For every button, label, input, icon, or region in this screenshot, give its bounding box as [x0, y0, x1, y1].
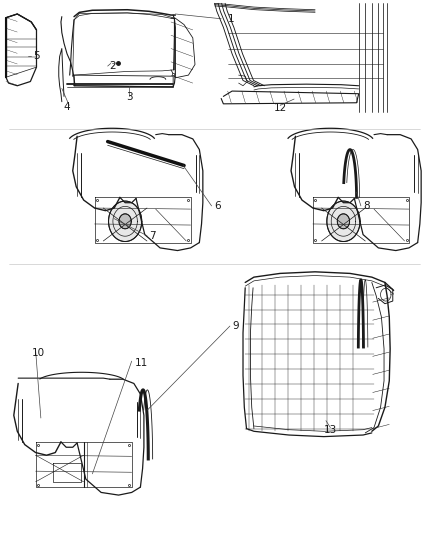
Text: 12: 12 — [273, 103, 287, 113]
Text: 3: 3 — [126, 92, 133, 102]
Text: 13: 13 — [324, 425, 337, 435]
Polygon shape — [119, 214, 131, 229]
Text: 6: 6 — [214, 201, 220, 211]
Polygon shape — [327, 201, 360, 241]
Text: 11: 11 — [135, 358, 148, 368]
Text: 10: 10 — [32, 348, 45, 358]
Text: 7: 7 — [149, 231, 156, 241]
Polygon shape — [109, 201, 142, 241]
Text: 4: 4 — [64, 102, 71, 112]
Text: 1: 1 — [228, 14, 234, 24]
Text: 9: 9 — [232, 321, 239, 331]
Text: 2: 2 — [109, 61, 116, 71]
Text: 5: 5 — [33, 51, 40, 61]
Polygon shape — [337, 214, 350, 229]
Text: 8: 8 — [363, 201, 370, 211]
